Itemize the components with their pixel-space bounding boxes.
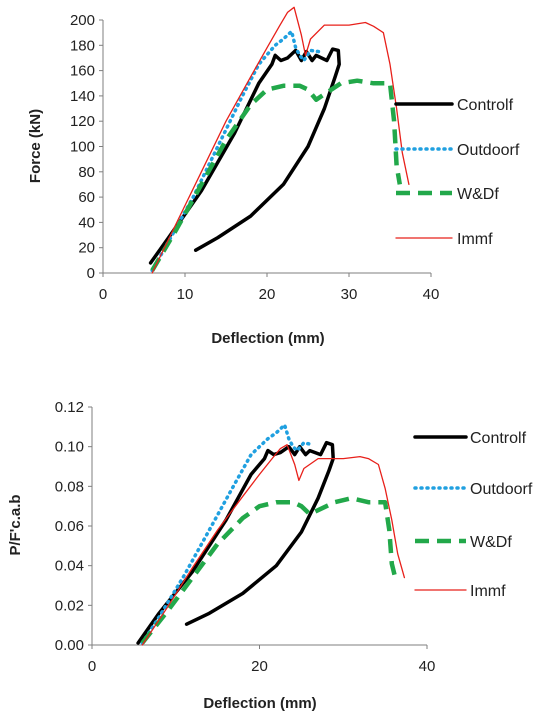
y-tick-label: 140 bbox=[70, 88, 95, 105]
legend-label: W&Df bbox=[457, 186, 499, 203]
y-axis-label: P/F'c.a.b bbox=[7, 494, 24, 555]
x-tick-label: 0 bbox=[88, 658, 96, 675]
y-axis-label: Force (kN) bbox=[27, 109, 44, 183]
legend-label: Immf bbox=[457, 231, 493, 248]
legend-label: W&Df bbox=[470, 534, 512, 551]
y-tick-label: 100 bbox=[70, 139, 95, 156]
chart-1: 0 20 40 60 80 100 120 140 160 180 200 0 10 20 30 40 Defl… bbox=[27, 6, 520, 347]
x-axis-label: Deflection (mm) bbox=[211, 330, 324, 347]
legend-label: Controlf bbox=[457, 97, 514, 114]
x-tick-label: 20 bbox=[251, 658, 268, 675]
x-tick-label: 30 bbox=[341, 286, 358, 303]
series-line-immf bbox=[151, 6, 410, 274]
x-axis-label: Deflection (mm) bbox=[203, 695, 316, 712]
series-line-outdoorf bbox=[150, 29, 321, 273]
series-line-outdoorf bbox=[140, 423, 315, 645]
legend-label: Outdoorf bbox=[457, 142, 520, 159]
y-tick-label: 0.00 bbox=[55, 637, 84, 654]
legend-label: Outdoorf bbox=[470, 481, 533, 498]
y-tick-label: 0.02 bbox=[55, 597, 84, 614]
series-line-controlf bbox=[148, 47, 341, 265]
x-tick-label: 10 bbox=[177, 286, 194, 303]
y-tick-label: 0.10 bbox=[55, 439, 84, 456]
legend: Controlf Outdoorf W&Df Immf bbox=[394, 97, 520, 248]
series-line-w-df bbox=[150, 78, 403, 272]
y-tick-label: 20 bbox=[78, 240, 95, 257]
chart-2: 0.00 0.02 0.04 0.06 0.08 0.10 0.12 0 20 40 Deflect… bbox=[7, 399, 533, 712]
y-tick-label: 0 bbox=[87, 265, 95, 282]
legend-label: Controlf bbox=[470, 430, 527, 447]
x-tick-label: 0 bbox=[99, 286, 107, 303]
y-tick-label: 180 bbox=[70, 37, 95, 54]
series-line-immf bbox=[141, 444, 406, 646]
legend-label: Immf bbox=[470, 583, 506, 600]
y-tick-label: 120 bbox=[70, 113, 95, 130]
y-tick-label: 0.12 bbox=[55, 399, 84, 416]
y-tick-label: 0.06 bbox=[55, 518, 84, 535]
y-tick-label: 60 bbox=[78, 189, 95, 206]
y-tick-label: 0.08 bbox=[55, 478, 84, 495]
y-tick-label: 200 bbox=[70, 12, 95, 29]
x-tick-label: 40 bbox=[423, 286, 440, 303]
y-tick-label: 40 bbox=[78, 214, 95, 231]
series-group bbox=[148, 6, 410, 274]
series-line-controlf bbox=[136, 440, 335, 645]
legend: Controlf Outdoorf W&Df Immf bbox=[413, 430, 533, 600]
y-tick-label: 0.04 bbox=[55, 558, 84, 575]
x-tick-label: 20 bbox=[259, 286, 276, 303]
series-line-w-df bbox=[140, 495, 398, 645]
y-tick-label: 160 bbox=[70, 63, 95, 80]
x-tick-label: 40 bbox=[419, 658, 436, 675]
series-group bbox=[136, 423, 406, 646]
y-tick-label: 80 bbox=[78, 164, 95, 181]
